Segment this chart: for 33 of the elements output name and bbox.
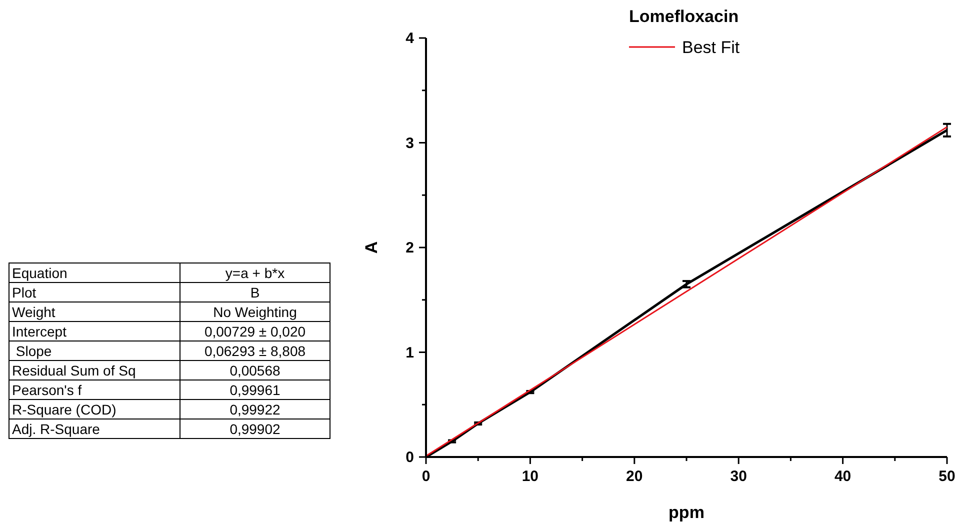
- text: No Weighting: [213, 304, 297, 320]
- text: 0,99902: [230, 420, 281, 437]
- x-tick-label: 30: [730, 468, 747, 485]
- y-axis-title: A: [362, 241, 381, 254]
- legend-label: Best Fit: [682, 38, 740, 57]
- x-tick-label: 40: [834, 468, 852, 485]
- text: 0,00568: [230, 362, 281, 378]
- text: Residual Sum of Sq: [12, 362, 136, 378]
- x-tick-label: 10: [522, 468, 539, 485]
- text: Plot: [12, 284, 36, 300]
- x-axis-title: ppm: [668, 503, 704, 522]
- x-tick-label: 0: [422, 468, 430, 485]
- y-tick-label: 3: [406, 134, 414, 152]
- text: Intercept: [12, 323, 67, 340]
- text: 0,06293 ± 8,808: [204, 342, 306, 359]
- text: 0,99961: [230, 382, 281, 398]
- y-tick-label: 1: [406, 344, 414, 362]
- text: Pearson's f: [12, 382, 82, 398]
- text: 0,00729 ± 0,020: [204, 323, 306, 340]
- x-tick-label: 50: [938, 468, 956, 485]
- text: Slope: [12, 342, 52, 359]
- y-tick-label: 0: [406, 449, 414, 466]
- y-tick-label: 4: [406, 30, 415, 47]
- text: Equation: [12, 264, 68, 281]
- text: Adj. R-Square: [12, 420, 100, 437]
- x-tick-label: 20: [626, 468, 643, 485]
- y-tick-label: 2: [406, 240, 414, 256]
- text: R-Square (COD): [12, 401, 116, 418]
- text: y=a + b*x: [225, 264, 285, 281]
- text: B: [250, 284, 260, 300]
- text: 0,99922: [230, 401, 281, 418]
- text: Weight: [12, 304, 56, 320]
- legend-title: Lomefloxacin: [629, 7, 739, 26]
